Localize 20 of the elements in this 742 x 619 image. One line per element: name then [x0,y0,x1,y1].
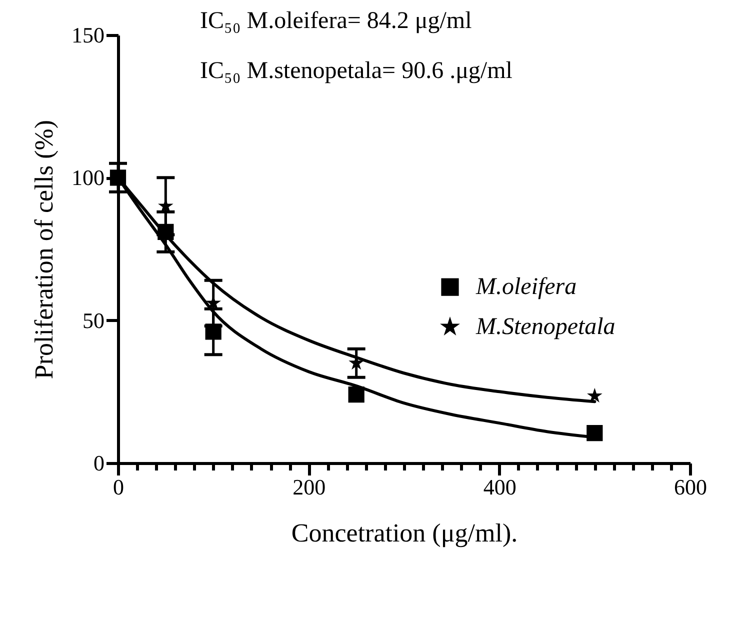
point [586,424,603,442]
point [205,324,222,340]
y-axis-title: Proliferation of cells (%) [30,120,58,380]
point [110,170,126,186]
x-axis-title: Concetration (μg/ml). [291,518,518,548]
legend-label: M.oleifera [475,274,577,300]
x-tick-label: 600 [674,474,707,500]
x-tick-label: 0 [113,474,124,500]
x-tick-label: 400 [483,474,516,500]
point [158,224,174,240]
legend-label: M.Stenopetala [475,314,616,340]
point [587,388,602,402]
annotation: IC₅₀ M.stenopetala= 90.6 .μg/ml [200,58,513,84]
y-tick-label: 0 [94,450,104,476]
y-tick-label: 100 [72,165,104,190]
x-tick-label: 200 [292,474,326,500]
y-tick-label: 150 [72,22,104,48]
text: IC₅₀ M.oleifera= 84.2 μg/ml [200,8,472,34]
y-tick-label: 50 [82,308,104,333]
point [348,386,364,403]
